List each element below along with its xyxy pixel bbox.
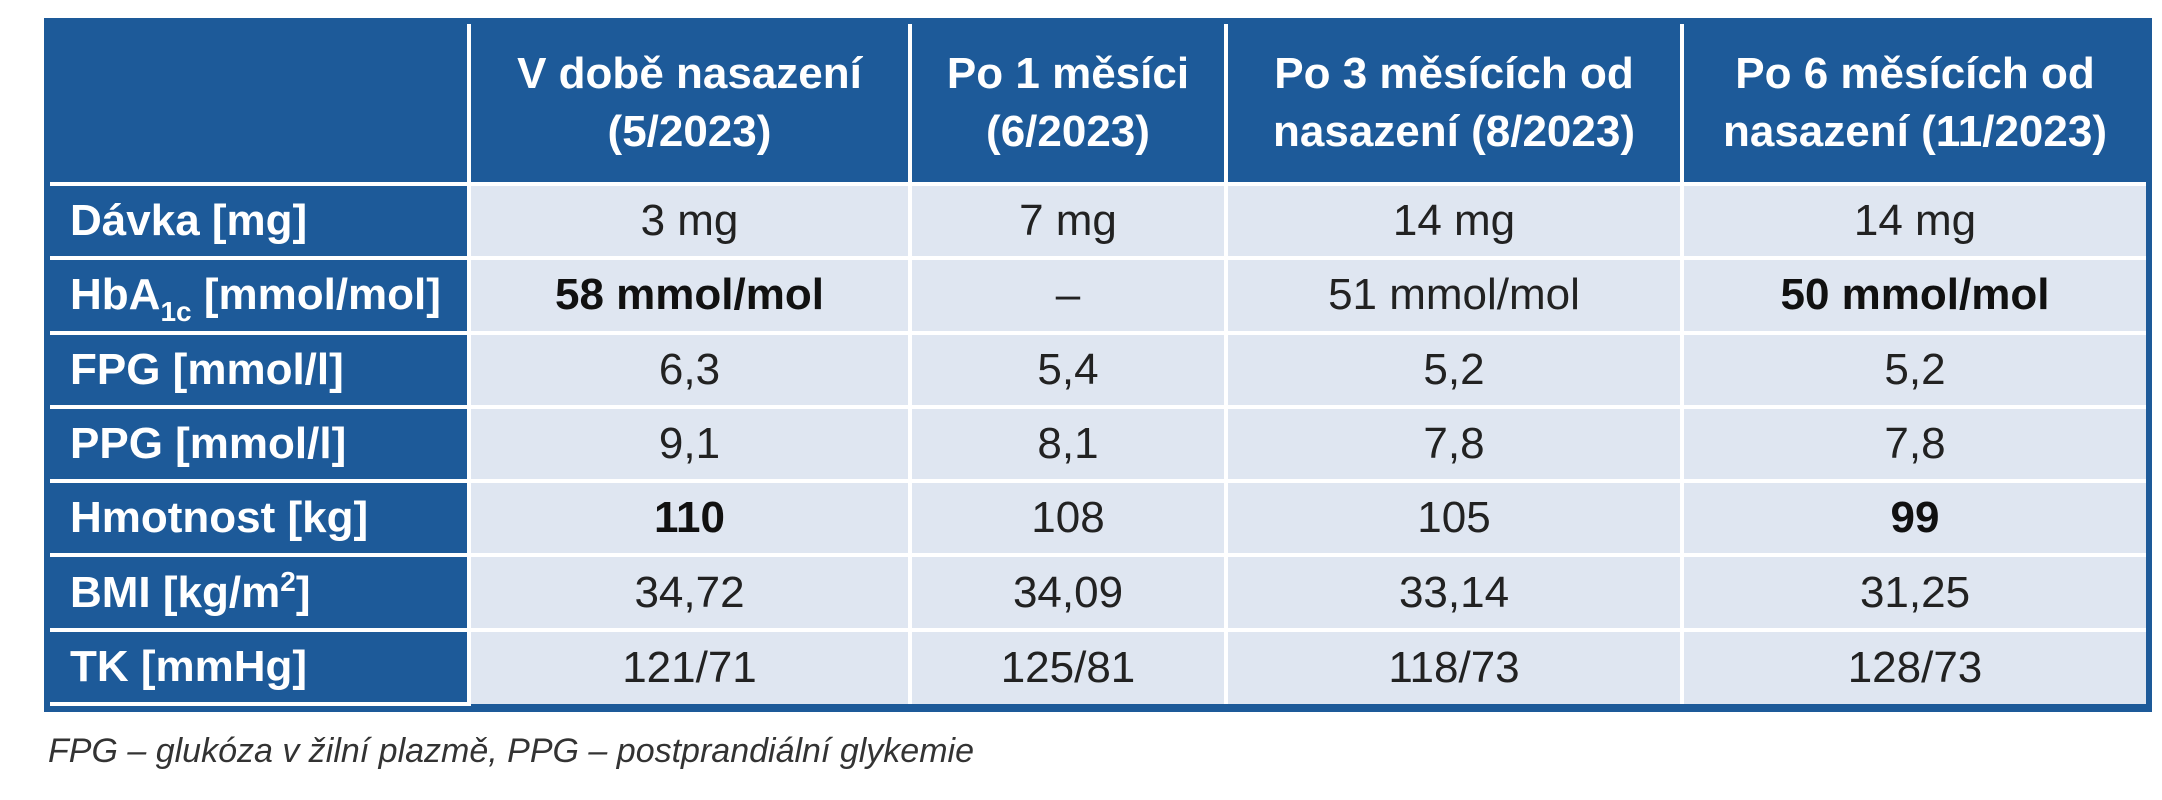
table-cell: 6,3 — [467, 330, 912, 409]
table-cell: – — [908, 256, 1228, 335]
header-row: V době nasazení (5/2023) Po 1 měsíci (6/… — [50, 24, 2146, 186]
table-cell: 125/81 — [908, 627, 1228, 704]
row-label-bmi: BMI [kg/m2] — [50, 553, 471, 632]
table-row: Hmotnost [kg] 110 108 105 99 — [50, 479, 2146, 558]
table-cell: 3 mg — [467, 181, 912, 261]
row-label-fpg: FPG [mmol/l] — [50, 330, 471, 409]
table-cell: 121/71 — [467, 627, 912, 704]
table-row: BMI [kg/m2] 34,72 34,09 33,14 31,25 — [50, 553, 2146, 632]
row-label-dose: Dávka [mg] — [50, 184, 471, 261]
table-footnote: FPG – glukóza v žilní plazmě, PPG – post… — [48, 732, 974, 770]
table-cell: 9,1 — [467, 404, 912, 484]
row-label-hba1c-main: HbA — [70, 270, 161, 320]
table-cell: 118/73 — [1224, 627, 1684, 704]
row-label-bmi-superscript: 2 — [280, 565, 296, 597]
table-cell: 108 — [908, 479, 1228, 558]
table-cell: 5,2 — [1224, 330, 1684, 409]
table-row: TK [mmHg] 121/71 125/81 118/73 128/73 — [50, 627, 2146, 707]
table-cell: 110 — [467, 479, 912, 558]
row-label-bmi-main: BMI [kg/m — [70, 567, 281, 617]
row-label-hba1c-subscript: 1c — [160, 296, 192, 328]
table-row: PPG [mmol/l] 9,1 8,1 7,8 7,8 — [50, 404, 2146, 484]
table-cell: 14 mg — [1680, 181, 2146, 261]
table-cell: 34,09 — [908, 553, 1228, 632]
header-col-baseline: V době nasazení (5/2023) — [467, 24, 912, 186]
table-row: HbA1c [mmol/mol] 58 mmol/mol – 51 mmol/m… — [50, 256, 2146, 335]
table-cell: 58 mmol/mol — [467, 256, 912, 335]
row-label-bmi-close: ] — [295, 567, 311, 617]
table-cell: 7,8 — [1224, 404, 1684, 484]
table-cell: 5,2 — [1680, 330, 2146, 409]
table-cell: 31,25 — [1680, 553, 2146, 632]
table-cell: 33,14 — [1224, 553, 1684, 632]
row-label-hba1c-unit: [mmol/mol] — [191, 270, 441, 320]
header-col-6-months: Po 6 měsících od nasazení (11/2023) — [1680, 24, 2146, 186]
header-col-3-months: Po 3 měsících od nasazení (8/2023) — [1224, 24, 1684, 186]
row-label-hba1c: HbA1c [mmol/mol] — [50, 256, 471, 335]
table-row: Dávka [mg] 3 mg 7 mg 14 mg 14 mg — [50, 181, 2146, 261]
table-cell: 50 mmol/mol — [1680, 256, 2146, 335]
table-cell: 34,72 — [467, 553, 912, 632]
table-cell: 7,8 — [1680, 404, 2146, 484]
table-frame: V době nasazení (5/2023) Po 1 měsíci (6/… — [44, 18, 2152, 712]
header-corner-cell — [50, 24, 471, 186]
row-label-bp: TK [mmHg] — [50, 627, 471, 707]
table-cell: 99 — [1680, 479, 2146, 558]
table-cell: 51 mmol/mol — [1224, 256, 1684, 335]
results-table: V době nasazení (5/2023) Po 1 měsíci (6/… — [50, 24, 2146, 707]
table-cell: 7 mg — [908, 181, 1228, 261]
row-label-weight: Hmotnost [kg] — [50, 479, 471, 558]
row-label-ppg: PPG [mmol/l] — [50, 404, 471, 484]
table-cell: 14 mg — [1224, 181, 1684, 261]
header-col-1-month: Po 1 měsíci (6/2023) — [908, 24, 1228, 186]
table-cell: 5,4 — [908, 330, 1228, 409]
table-cell: 105 — [1224, 479, 1684, 558]
table-cell: 8,1 — [908, 404, 1228, 484]
table-cell: 128/73 — [1680, 627, 2146, 704]
table-row: FPG [mmol/l] 6,3 5,4 5,2 5,2 — [50, 330, 2146, 409]
